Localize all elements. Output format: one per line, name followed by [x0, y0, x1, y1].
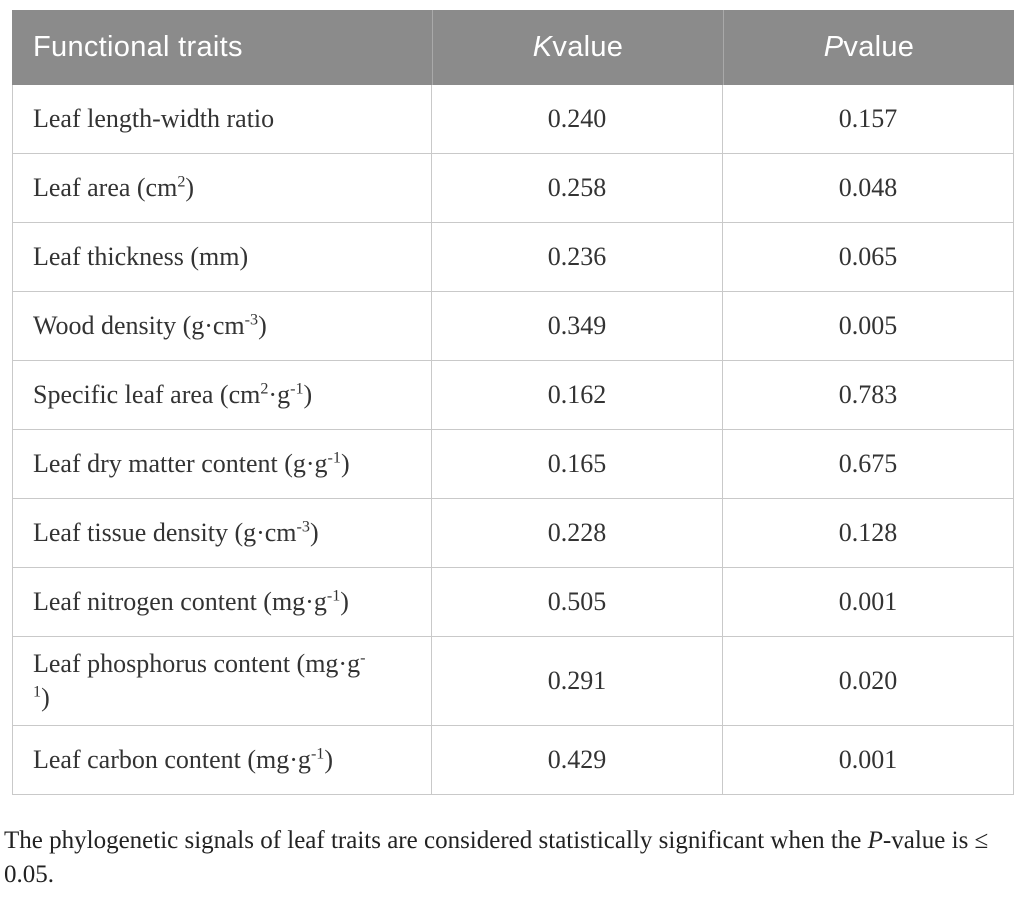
p-value-cell: 0.783	[838, 380, 898, 410]
k-value-word: value	[552, 31, 624, 63]
p-value-cell: 0.005	[838, 311, 898, 341]
trait-label: Leaf thickness (mm)	[33, 242, 249, 272]
table-row: Specific leaf area (cm2·g-1) 0.162 0.783	[13, 360, 1013, 429]
table-row: Leaf nitrogen content (mg·g-1) 0.505 0.001	[13, 567, 1013, 636]
k-value-cell: 0.236	[432, 223, 723, 291]
trait-cell: Leaf carbon content (mg·g-1)	[13, 725, 432, 794]
k-value-cell: 0.240	[432, 85, 723, 153]
table-row: Leaf thickness (mm) 0.236 0.065	[13, 222, 1013, 291]
trait-label: Leaf nitrogen content (mg·g-1)	[33, 587, 349, 617]
table-header-row: Functional traits K value P value	[12, 10, 1014, 85]
table-row: Leaf dry matter content (g·g-1) 0.165 0.67…	[13, 429, 1013, 498]
functional-traits-label: Functional traits	[33, 31, 243, 63]
trait-label: Wood density (g·cm-3)	[33, 311, 267, 341]
k-value-cell: 0.228	[432, 499, 723, 567]
footnote-text-end: -value is ≤ 0.05.	[4, 827, 989, 888]
table-row: Wood density (g·cm-3) 0.349 0.005	[13, 291, 1013, 360]
p-value-cell: 0.020	[838, 665, 898, 695]
p-value-cell: 0.675	[838, 449, 898, 479]
trait-cell: Specific leaf area (cm2·g-1)	[13, 361, 432, 429]
p-value-cell: 0.157	[838, 104, 898, 134]
k-value-cell: 0.429	[432, 725, 723, 794]
k-value-cell: 0.349	[432, 292, 723, 360]
k-value-cell: 0.505	[432, 568, 723, 636]
p-value-cell: 0.001	[838, 744, 898, 774]
k-symbol: K	[532, 31, 553, 63]
k-value-cell: 0.162	[432, 361, 723, 429]
footnote: The phylogenetic signals of leaf traits …	[4, 824, 1018, 892]
trait-label: Leaf phosphorus content (mg·g- 1)	[33, 649, 366, 712]
table-row: Leaf phosphorus content (mg·g- 1) 0.291 0.0…	[13, 636, 1013, 725]
table-row: Leaf length-width ratio 0.240 0.157	[13, 85, 1013, 153]
phylogenetic-signal-table: Functional traits K value P value Leaf l…	[12, 10, 1014, 795]
trait-cell: Leaf length-width ratio	[13, 85, 432, 153]
column-header-functional-traits: Functional traits	[12, 10, 432, 85]
trait-cell: Leaf tissue density (g·cm-3)	[13, 499, 432, 567]
trait-cell: Leaf nitrogen content (mg·g-1)	[13, 568, 432, 636]
p-value-cell: 0.128	[838, 518, 898, 548]
trait-label: Leaf length-width ratio	[33, 104, 275, 134]
p-value-cell: 0.001	[838, 587, 898, 617]
trait-label: Leaf dry matter content (g·g-1)	[33, 449, 350, 479]
trait-cell: Leaf phosphorus content (mg·g- 1)	[13, 637, 432, 725]
p-symbol: P	[823, 31, 844, 63]
table-row: Leaf tissue density (g·cm-3) 0.228 0.128	[13, 498, 1013, 567]
column-header-p-value: P value	[723, 10, 1014, 85]
trait-cell: Leaf thickness (mm)	[13, 223, 432, 291]
k-value-cell: 0.291	[432, 637, 723, 725]
k-value-cell: 0.165	[432, 430, 723, 498]
table-row: Leaf carbon content (mg·g-1) 0.429 0.001	[13, 724, 1013, 794]
table-row: Leaf area (cm2) 0.258 0.048	[13, 153, 1013, 222]
trait-label: Leaf tissue density (g·cm-3)	[33, 518, 319, 548]
trait-label: Specific leaf area (cm2·g-1)	[33, 380, 313, 410]
footnote-p-symbol: P	[867, 827, 883, 854]
k-value-cell: 0.258	[432, 154, 723, 222]
table-body: Leaf length-width ratio 0.240 0.157 Leaf ar…	[12, 85, 1014, 795]
p-value-cell: 0.065	[838, 242, 898, 272]
trait-label: Leaf carbon content (mg·g-1)	[33, 744, 334, 774]
trait-cell: Leaf area (cm2)	[13, 154, 432, 222]
trait-label: Leaf area (cm2)	[33, 173, 195, 203]
p-value-word: value	[843, 31, 915, 63]
p-value-cell: 0.048	[838, 173, 898, 203]
column-header-k-value: K value	[432, 10, 723, 85]
trait-cell: Wood density (g·cm-3)	[13, 292, 432, 360]
trait-cell: Leaf dry matter content (g·g-1)	[13, 430, 432, 498]
footnote-text-start: The phylogenetic signals of leaf traits …	[4, 827, 868, 854]
